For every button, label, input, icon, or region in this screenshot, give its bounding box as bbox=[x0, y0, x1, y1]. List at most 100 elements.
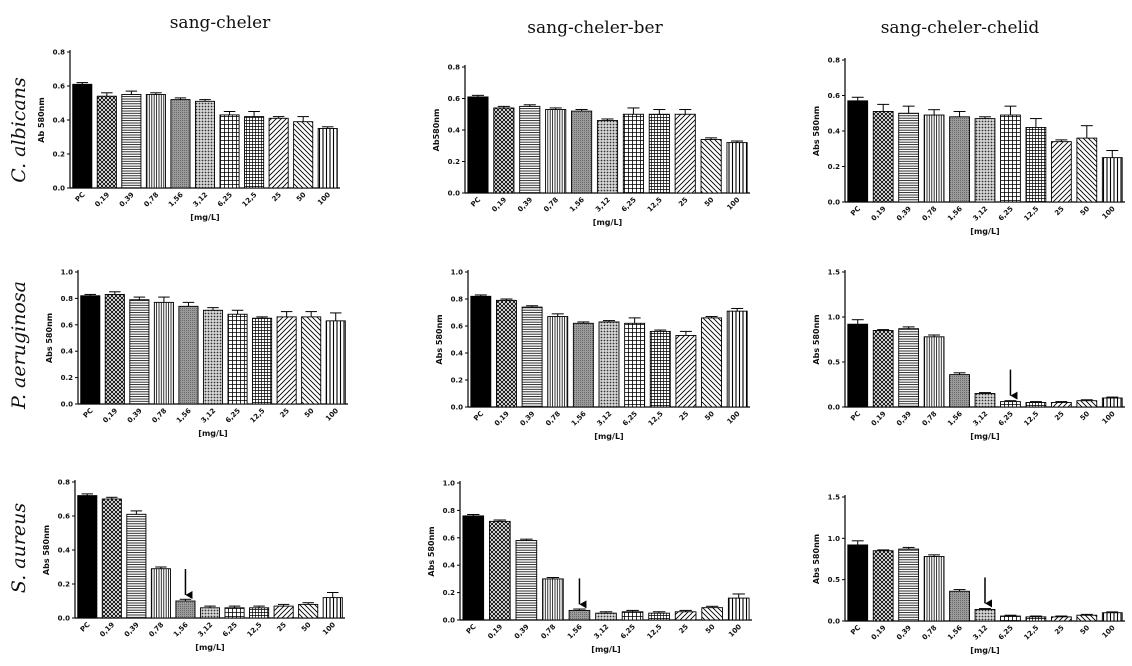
x-tick-label: 3,12 bbox=[596, 410, 614, 428]
y-tick-label: 0.5 bbox=[828, 576, 841, 584]
x-tick-label: 0,39 bbox=[126, 407, 144, 425]
x-tick-label: 1,56 bbox=[172, 621, 190, 639]
x-tick-label: PC bbox=[469, 196, 482, 209]
x-tick-label: 0,78 bbox=[539, 623, 557, 641]
bar-6-25 bbox=[1000, 401, 1021, 408]
bar-100 bbox=[322, 597, 343, 619]
y-tick-label: 0.4 bbox=[451, 350, 464, 358]
x-tick-label: 0,19 bbox=[870, 410, 888, 428]
x-tick-label: 100 bbox=[725, 196, 741, 212]
bar-50 bbox=[1076, 614, 1098, 622]
y-tick-label: 0.8 bbox=[61, 295, 74, 303]
y-tick-label: 0.4 bbox=[443, 562, 456, 570]
x-tick-label: 100 bbox=[324, 407, 340, 423]
x-tick-label: 50 bbox=[1079, 205, 1092, 218]
bar-PC bbox=[77, 495, 98, 619]
y-tick-label: 0.8 bbox=[828, 57, 841, 65]
x-tick-label: 25 bbox=[278, 407, 291, 420]
bar-0-19 bbox=[872, 330, 894, 408]
y-tick-label: 0.6 bbox=[53, 83, 66, 91]
y-tick-label: 0.2 bbox=[61, 374, 74, 382]
x-tick-label: 100 bbox=[1101, 410, 1117, 426]
bar-100 bbox=[727, 597, 750, 621]
x-tick-label: PC bbox=[849, 624, 862, 637]
x-tick-label: 3,12 bbox=[192, 191, 210, 209]
bar-12-5 bbox=[1025, 616, 1047, 622]
x-tick-label: 1,56 bbox=[946, 410, 964, 428]
x-tick-label: 0,78 bbox=[544, 410, 562, 428]
y-tick-label: 0.6 bbox=[58, 513, 71, 521]
x-tick-label: 6,25 bbox=[221, 621, 239, 639]
x-tick-label: 12,5 bbox=[646, 196, 664, 214]
x-tick-label: 0,39 bbox=[513, 623, 531, 641]
bar-6-25 bbox=[1000, 615, 1021, 622]
x-tick-label: 0,19 bbox=[486, 623, 504, 641]
x-tick-label: 25 bbox=[275, 621, 288, 634]
bar-PC bbox=[847, 323, 869, 408]
bar-0-19 bbox=[101, 498, 122, 619]
y-axis-label: Abs 580nm bbox=[45, 313, 54, 363]
y-tick-label: 0.0 bbox=[58, 615, 71, 623]
x-tick-label: 6,25 bbox=[224, 407, 242, 425]
y-tick-label: 0.0 bbox=[443, 617, 456, 625]
x-tick-label: 0,78 bbox=[921, 205, 939, 223]
x-axis-label: [mg/L] bbox=[593, 218, 622, 227]
y-tick-label: 1.5 bbox=[828, 494, 841, 502]
bar-50 bbox=[298, 603, 319, 619]
bar-1-56 bbox=[178, 305, 199, 405]
x-tick-label: 25 bbox=[1053, 205, 1066, 218]
bar-0-78 bbox=[923, 114, 945, 203]
x-tick-label: 12,5 bbox=[646, 623, 664, 641]
bar-100 bbox=[726, 310, 748, 408]
row-label-1: C. albicans bbox=[8, 77, 30, 183]
y-tick-label: 0.4 bbox=[828, 128, 841, 136]
bar-3-12 bbox=[974, 608, 996, 622]
x-tick-label: 25 bbox=[270, 191, 283, 204]
x-tick-label: 3,12 bbox=[594, 196, 612, 214]
bar-12-5 bbox=[252, 317, 273, 405]
x-tick-label: 6,25 bbox=[621, 410, 639, 428]
bar-100 bbox=[317, 128, 338, 189]
y-tick-label: 0.6 bbox=[61, 321, 74, 329]
x-tick-label: 12,5 bbox=[249, 407, 267, 425]
bar-12-5 bbox=[649, 330, 671, 408]
chart-panel-2-1: 0.0 0.2 0.4 0.6 0.8 1.0 Abs 580nm PC 0,19 0,39 0,7… bbox=[45, 269, 348, 438]
x-tick-label: 100 bbox=[726, 410, 742, 426]
bar-50 bbox=[1076, 137, 1098, 203]
bar-6-25 bbox=[219, 114, 240, 189]
bar-3-12 bbox=[199, 607, 221, 619]
bar-50 bbox=[1076, 400, 1098, 408]
x-tick-label: 1,56 bbox=[167, 191, 185, 209]
y-axis-label: Ab580nm bbox=[432, 109, 441, 152]
column-title-1: sang-cheler bbox=[170, 13, 271, 33]
x-tick-label: 0,39 bbox=[118, 191, 136, 209]
bar-0-39 bbox=[521, 306, 543, 408]
x-tick-label: 100 bbox=[727, 623, 743, 639]
x-tick-label: 3,12 bbox=[200, 407, 218, 425]
x-tick-label: 50 bbox=[1079, 410, 1092, 423]
y-tick-label: 0.2 bbox=[451, 377, 464, 385]
bar-3-12 bbox=[596, 120, 619, 194]
x-tick-label: 0,19 bbox=[490, 196, 508, 214]
x-tick-label: 25 bbox=[678, 410, 691, 423]
x-tick-label: 0,19 bbox=[870, 624, 888, 642]
bar-100 bbox=[1101, 397, 1123, 408]
bar-6-25 bbox=[621, 611, 644, 621]
bar-PC bbox=[80, 295, 101, 405]
x-tick-label: 100 bbox=[316, 191, 332, 207]
x-tick-label: 50 bbox=[703, 410, 716, 423]
x-tick-label: 6,25 bbox=[620, 196, 638, 214]
y-tick-label: 1.0 bbox=[828, 535, 841, 543]
bar-12-5 bbox=[1025, 126, 1047, 203]
y-tick-label: 0.4 bbox=[58, 547, 71, 555]
chart-panel-2-3: 0.0 0.5 1.0 1.5 Abs 580nm PC 0,19 0,39 0,78 1,56 3… bbox=[812, 269, 1125, 441]
row-label-3: S. aureus bbox=[8, 503, 30, 594]
x-tick-label: 1,56 bbox=[570, 410, 588, 428]
x-tick-label: 3,12 bbox=[197, 621, 215, 639]
x-tick-label: 6,25 bbox=[997, 410, 1015, 428]
bar-100 bbox=[1101, 157, 1123, 203]
bar-25 bbox=[273, 605, 294, 619]
y-tick-label: 0.6 bbox=[828, 92, 841, 100]
x-axis-label: [mg/L] bbox=[190, 213, 219, 222]
x-tick-label: 0,19 bbox=[93, 191, 111, 209]
